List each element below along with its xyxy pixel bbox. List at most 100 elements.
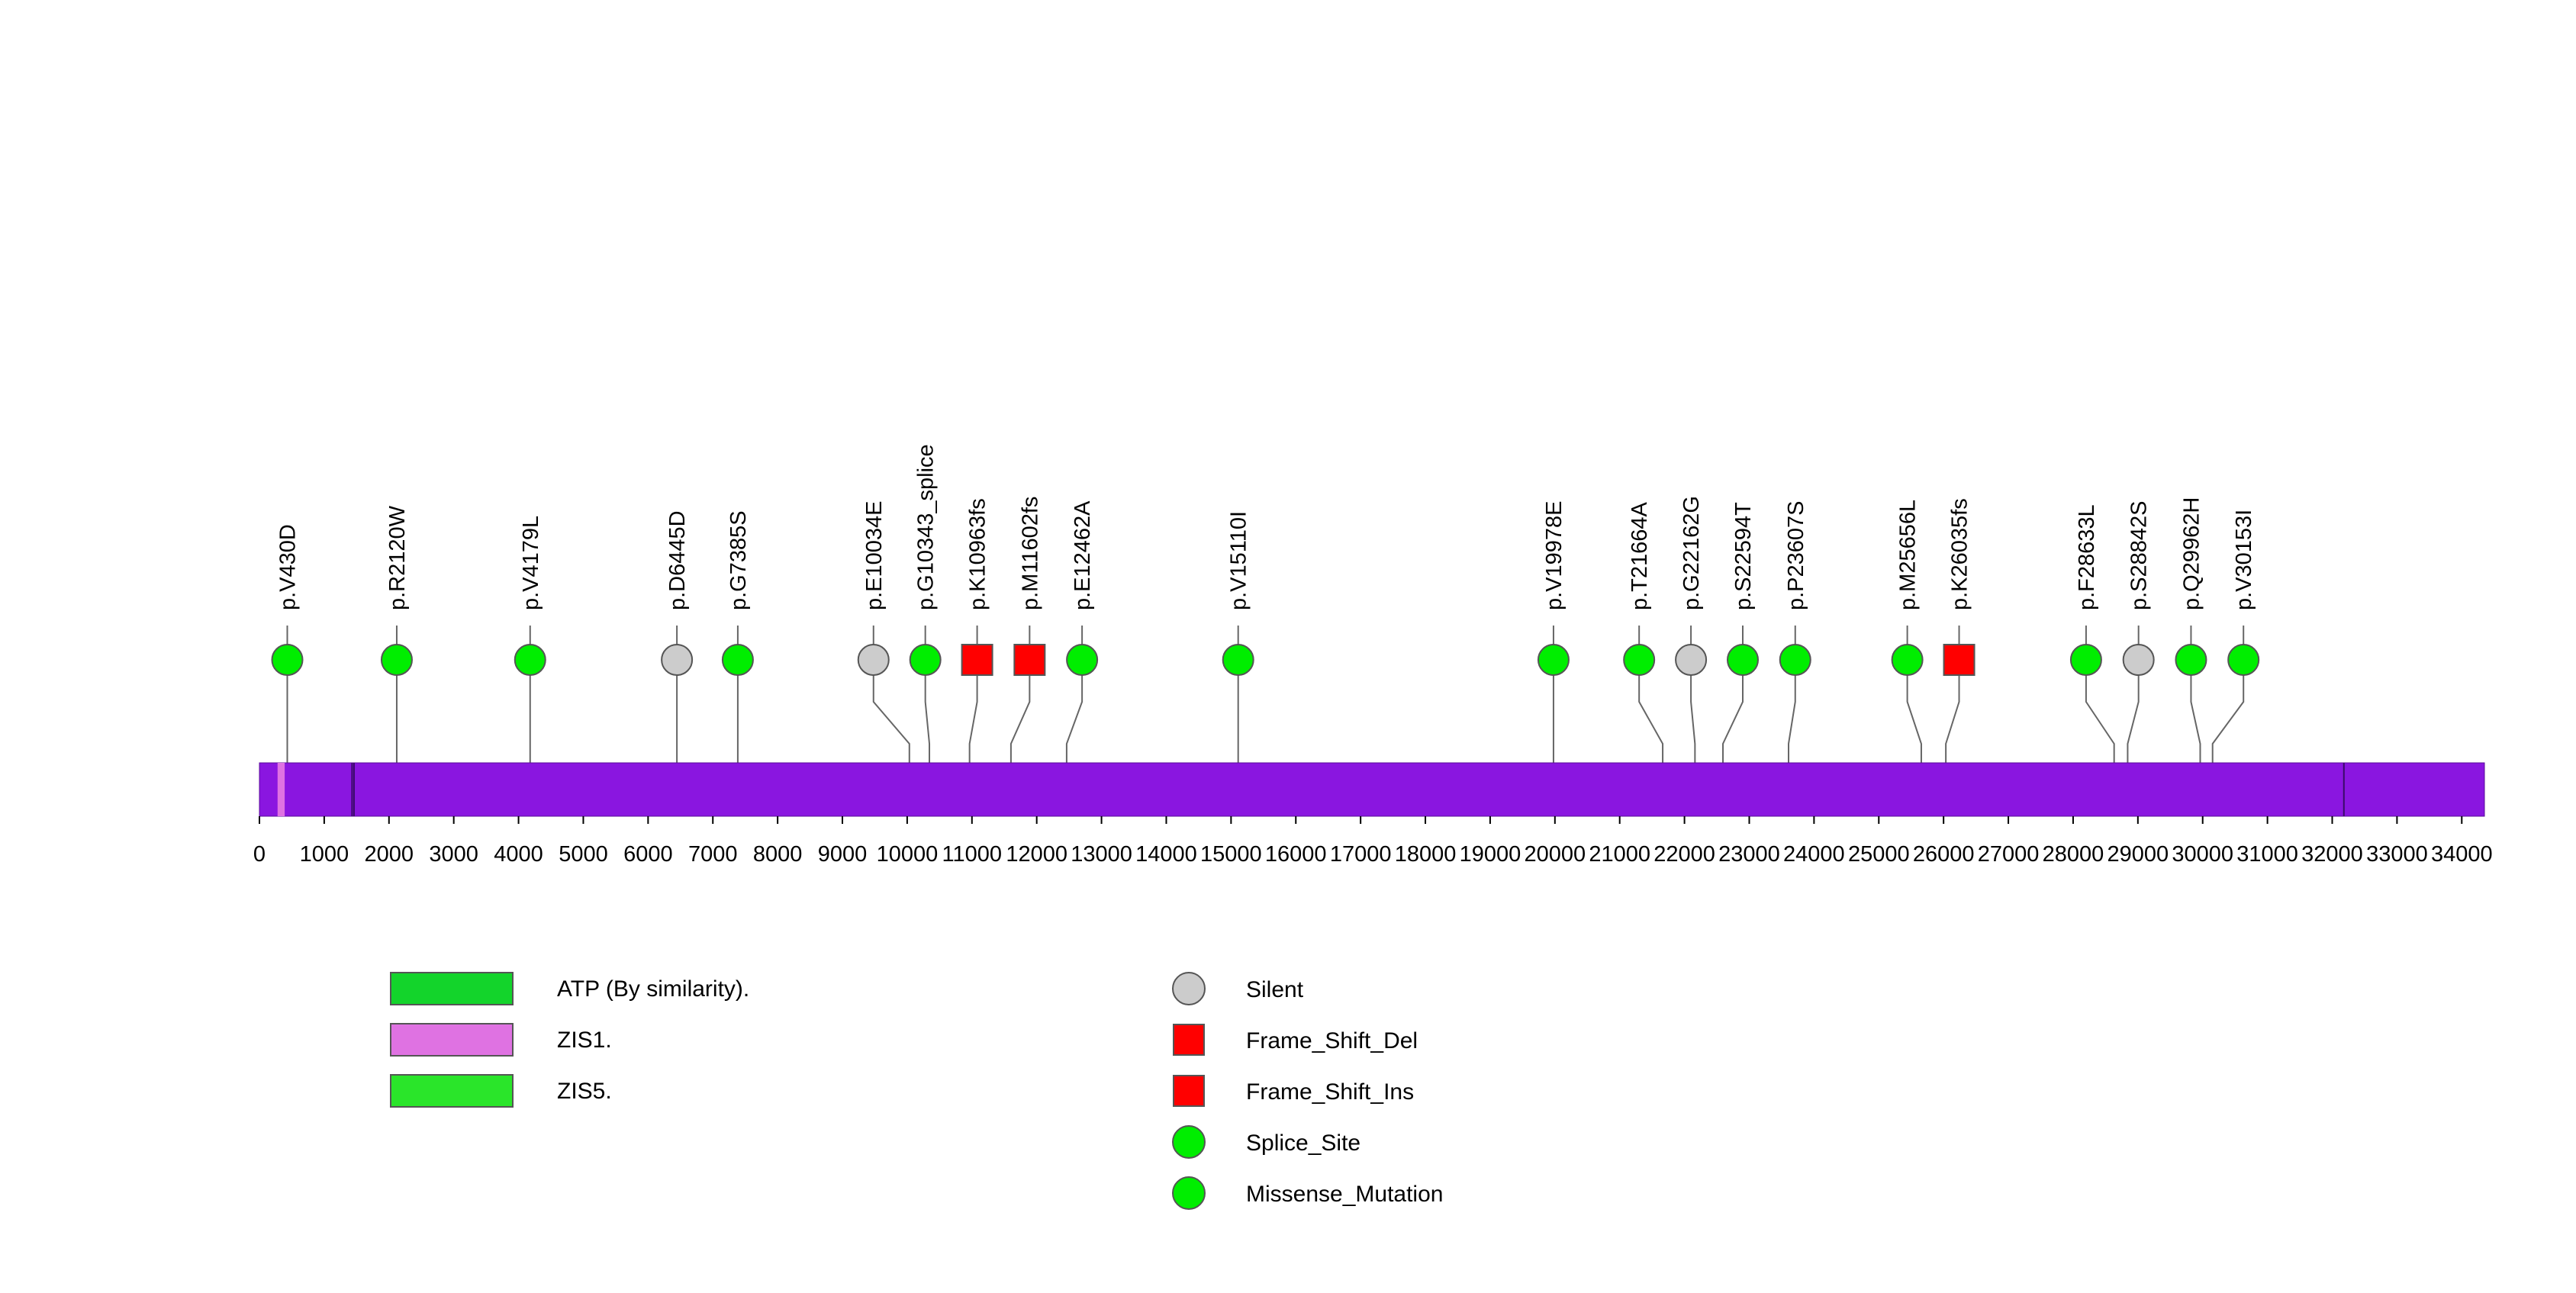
mutation-connector [2190,660,2201,763]
axis-tick-label: 33000 [2366,842,2428,867]
mutation-connector [2127,660,2140,763]
mutation-label: p.S22594T [1731,502,1756,610]
mutation-label: p.M25656L [1896,500,1921,610]
mutation-connector [1065,660,1084,763]
mutation-marker[interactable] [661,644,694,676]
mutation-marker[interactable] [1779,644,1811,676]
mutation-connector [2085,660,2115,763]
domain-region [277,763,285,816]
axis-tick-label: 8000 [753,842,803,867]
axis-tick-label: 21000 [1589,842,1650,867]
axis-tick-label: 2000 [365,842,414,867]
mutation-legend-label: Splice_Site [1246,1131,1360,1156]
mutation-legend: Silent Frame_Shift_Del Frame_Shift_Ins Spli… [1172,972,1443,1210]
axis-tick-label: 20000 [1524,842,1586,867]
mutation-marker[interactable] [380,644,413,676]
mutation-legend-marker [1172,972,1206,1005]
mutation-marker[interactable] [271,644,304,676]
axis-tick-label: 18000 [1395,842,1457,867]
mutation-label: p.K10963fs [966,498,990,610]
mutation-marker[interactable] [961,644,993,676]
mutation-label: p.V19978E [1542,500,1567,610]
mutation-label: p.V430D [276,524,301,610]
axis-tick-label: 23000 [1718,842,1780,867]
mutation-label: p.Q29962H [2179,497,2204,610]
mutation-connector [1690,660,1696,763]
mutation-label: p.G22162G [1679,496,1704,610]
mutation-label: p.M11602fs [1018,497,1042,610]
mutation-label: p.E10034E [862,500,887,610]
mutation-label: p.G10343_splice [914,444,939,610]
protein-backbone-group [259,762,2485,817]
axis-tick-label: 24000 [1783,842,1845,867]
axis-tick-label: 28000 [2043,842,2104,867]
axis-tick-label: 10000 [877,842,939,867]
mutation-legend-marker [1173,1075,1205,1107]
axis-tick-label: 16000 [1265,842,1327,867]
mutation-markers [271,644,2260,676]
mutation-connector [872,660,910,763]
mutation-connector [1945,660,1960,763]
axis-tick-label: 6000 [623,842,673,867]
mutation-legend-label: Frame_Shift_Del [1246,1028,1418,1053]
protein-backbone [259,762,2485,817]
domain-legend-label: ATP (By similarity). [557,976,749,1002]
mutation-marker[interactable] [1066,644,1099,676]
mutation-marker[interactable] [2227,644,2260,676]
axis-tick-label: 15000 [1200,842,1262,867]
axis-tick-label: 1000 [300,842,349,867]
mutation-label: p.P23607S [1784,500,1808,610]
mutation-legend-marker [1172,1125,1206,1159]
x-axis: 0 1000 2000 3000 4000 5000 6000 7000 8000 9000 100… [253,816,2493,867]
axis-tick-label: 4000 [494,842,543,867]
mutation-marker[interactable] [1943,644,1975,676]
axis-tick-label: 34000 [2431,842,2493,867]
domain-legend-swatch [390,972,514,1005]
mutation-marker[interactable] [1891,644,1924,676]
mutation-marker[interactable] [2069,644,2102,676]
axis-tick-label: 22000 [1653,842,1715,867]
mutation-label: p.F28633L [2075,504,2099,610]
mutation-label: p.D6445D [665,510,690,610]
mutation-marker[interactable] [1537,644,1570,676]
mutation-connector [924,660,931,763]
mutation-label: p.V4179L [519,516,543,610]
domain-legend-label: ZIS1. [557,1028,612,1053]
axis-tick-label: 3000 [429,842,478,867]
mutation-label: p.G7385S [726,510,751,610]
mutation-marker[interactable] [1675,644,1708,676]
mutation-marker[interactable] [1623,644,1656,676]
mutation-connector [1722,660,1744,763]
axis-tick-label: 26000 [1913,842,1975,867]
mutation-marker[interactable] [2122,644,2155,676]
axis-tick-label: 7000 [688,842,738,867]
mutation-connector [1906,660,1922,763]
mutation-legend-label: Frame_Shift_Ins [1246,1079,1414,1105]
axis-tick-label: 29000 [2107,842,2169,867]
axis-tick-label: 17000 [1330,842,1392,867]
mutation-legend-marker [1173,1024,1205,1056]
mutation-marker[interactable] [2175,644,2207,676]
domain-legend: ATP (By similarity). ZIS1. ZIS5. [390,972,749,1108]
mutation-marker[interactable] [1013,644,1046,676]
mutation-label: p.T21664A [1628,501,1652,610]
mutation-marker[interactable] [1222,644,1254,676]
mutation-label: p.K26035fs [1948,498,1972,610]
mutation-connector [1638,660,1664,763]
mutation-marker[interactable] [1727,644,1759,676]
mutation-legend-label: Silent [1246,977,1304,1002]
mutation-label: p.V30153I [2232,510,2256,610]
axis-tick-label: 13000 [1071,842,1132,867]
mutation-marker[interactable] [721,644,754,676]
axis-tick-label: 11000 [942,842,1003,867]
mutation-marker[interactable] [909,644,942,676]
mutation-label: p.R2120W [385,505,410,610]
mutation-label: p.V15110I [1227,511,1251,610]
mutation-connector [1009,660,1031,763]
mutation-marker[interactable] [857,644,890,676]
mutation-marker[interactable] [514,644,546,676]
domain-legend-swatch [390,1023,514,1057]
mutation-legend-label: Missense_Mutation [1246,1182,1443,1207]
